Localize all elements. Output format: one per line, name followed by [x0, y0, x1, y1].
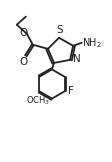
Text: S: S: [56, 25, 63, 35]
Text: F: F: [68, 86, 74, 96]
Text: OCH$_3$: OCH$_3$: [26, 95, 50, 107]
Text: O: O: [19, 28, 27, 38]
Text: O: O: [19, 57, 27, 67]
Text: N: N: [73, 54, 81, 64]
Text: NH$_2$: NH$_2$: [82, 36, 102, 50]
